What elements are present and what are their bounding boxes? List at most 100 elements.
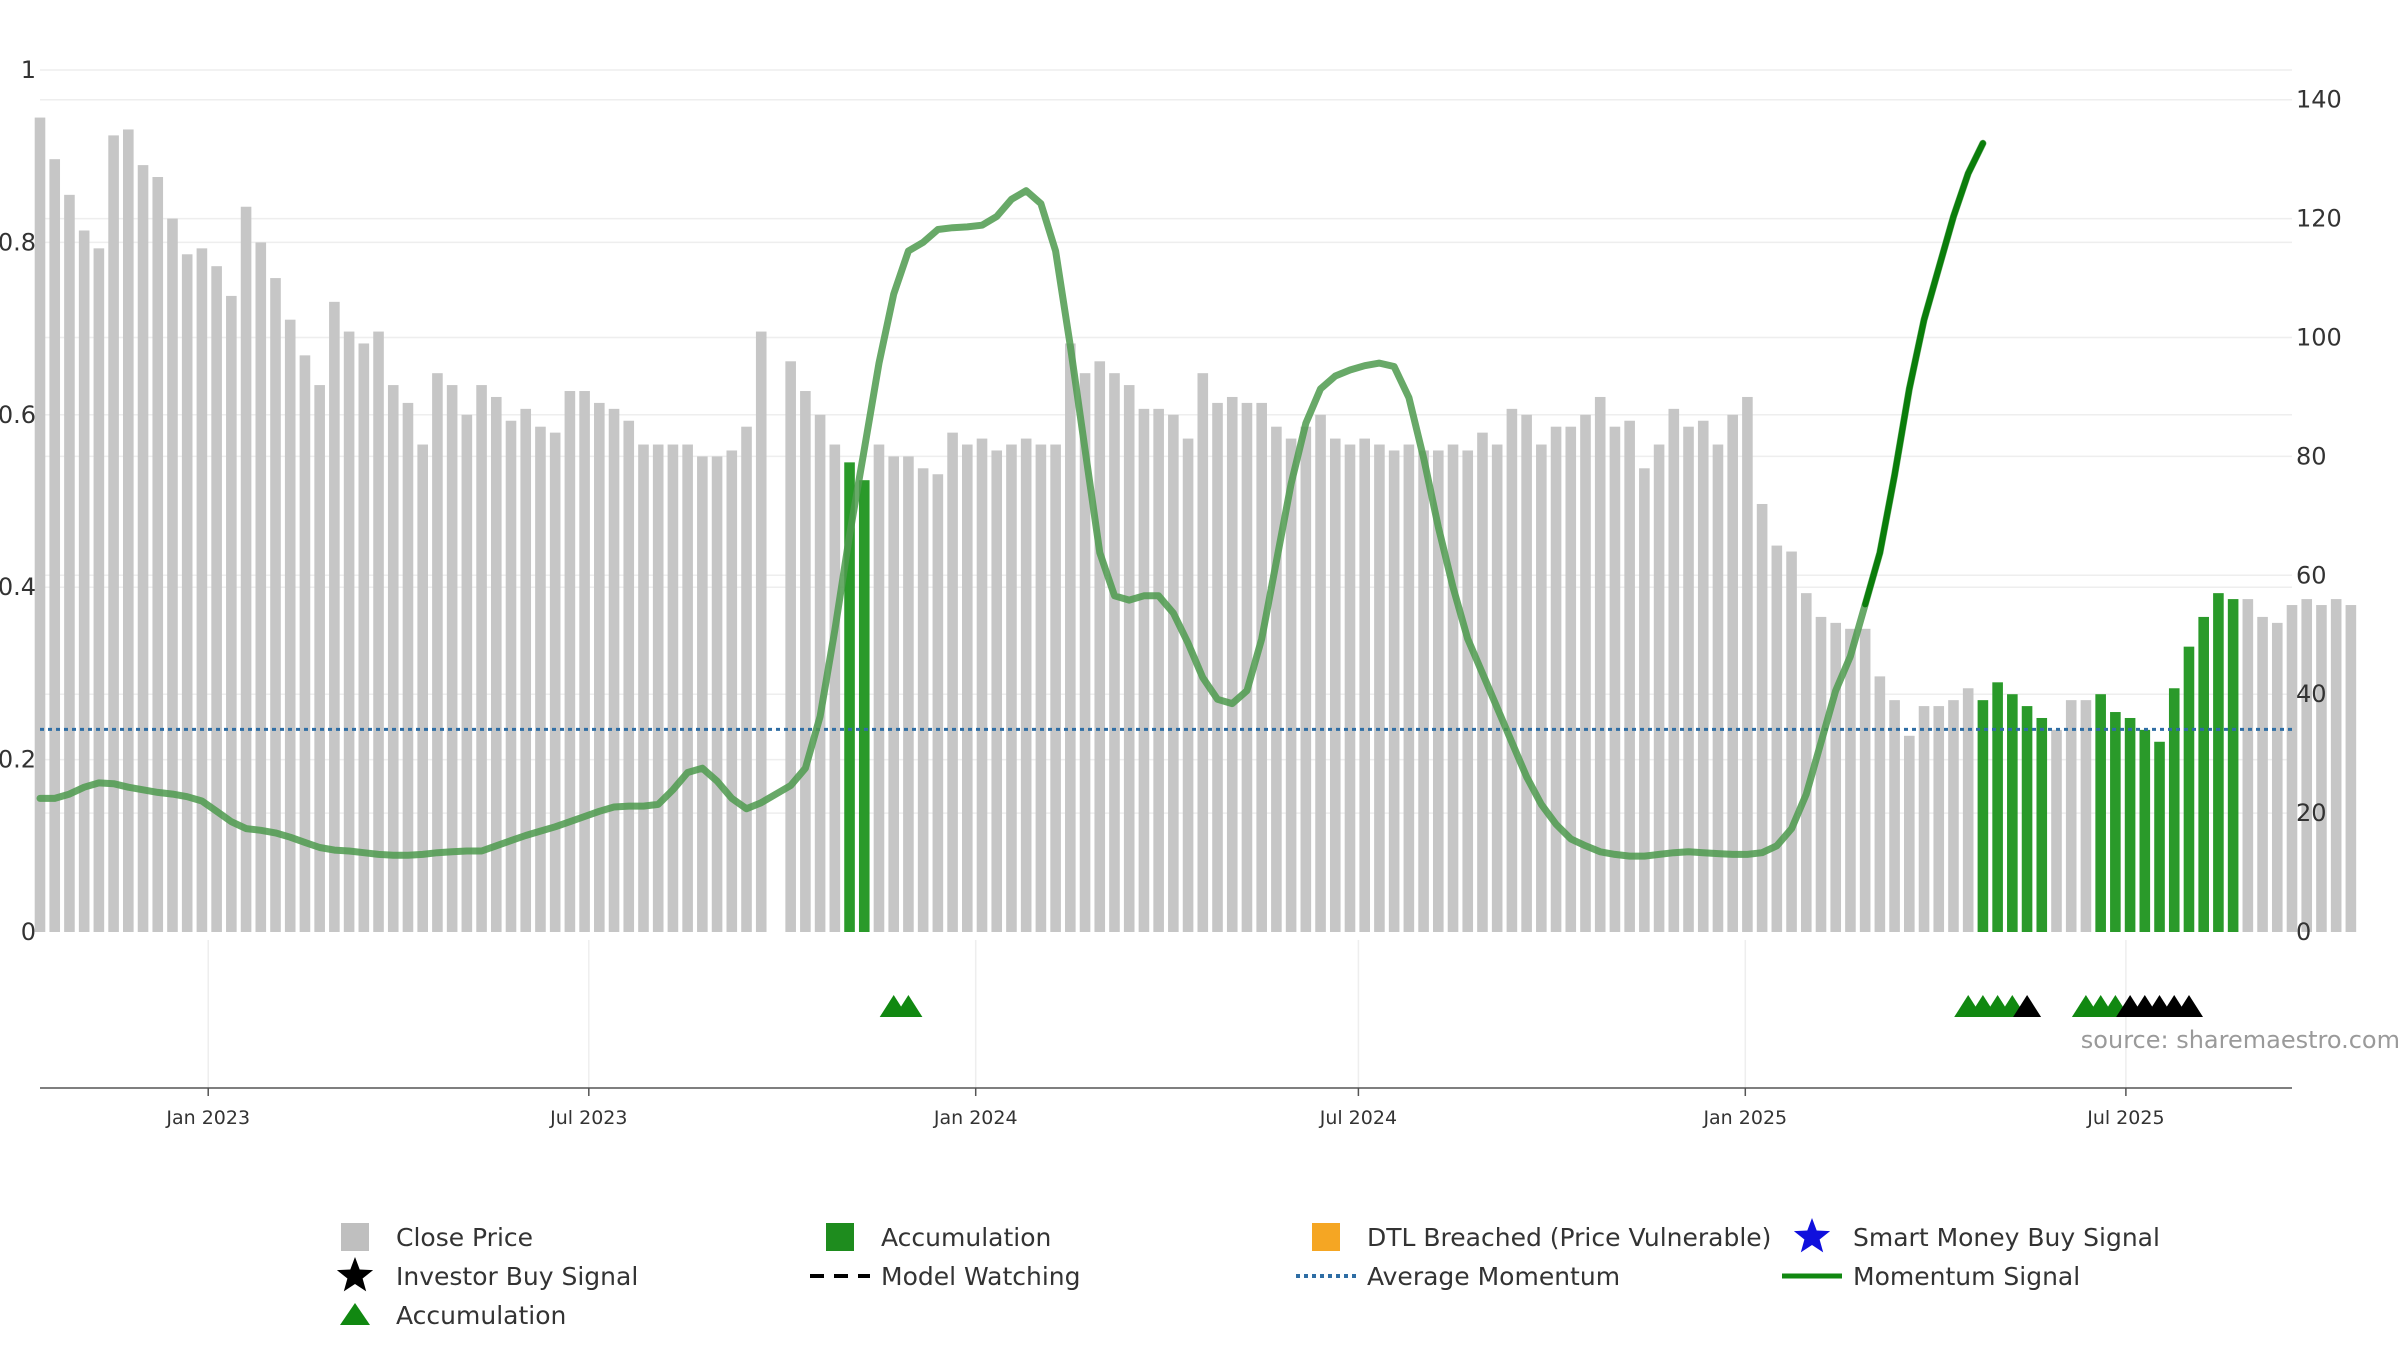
close-price-bar [123,129,134,933]
legend-label: Momentum Signal [1853,1262,2080,1291]
left-axis-tick-label: 0 [21,918,36,946]
close-price-bar [387,385,399,932]
close-price-bar [137,165,149,932]
close-price-bar [608,408,620,932]
close-price-bar [1403,444,1415,932]
close-price-bar [1624,420,1635,932]
right-axis-ticks: 0 20 40 60 80 100 120 140 [2296,86,2342,946]
close-price-bar [947,432,958,932]
close-price-bar [888,456,899,932]
close-price-bar [549,432,561,932]
accumulation-bar [2095,694,2106,932]
close-price-bar [1226,396,1238,932]
left-axis-ticks: 0 0.2 0.4 0.6 0.8 1 [0,56,36,946]
accumulation-bar [844,462,855,932]
close-price-bar [1153,408,1164,932]
close-price-bar [255,242,267,932]
legend-item: Accumulation [340,1301,566,1330]
legend-label: Average Momentum [1367,1262,1620,1291]
close-price-bar [1800,593,1812,932]
legend-square-icon [341,1223,369,1251]
close-price-bar [1271,426,1282,932]
x-axis-tick-label: Jul 2025 [2086,1107,2164,1129]
accumulation-bar [2036,717,2048,932]
investor-buy-signal-marker [2175,995,2203,1017]
close-price-bar [1138,408,1150,932]
close-price-bar [1815,616,1827,932]
close-price-bar [1344,444,1356,932]
close-price-bar [476,385,487,932]
close-price-bar [829,444,841,932]
accumulation-bar [1977,700,1989,932]
close-price-bar [976,438,988,932]
close-price-bar [1933,706,1945,932]
legend-label: Model Watching [881,1262,1081,1291]
right-axis-tick-label: 120 [2296,205,2342,233]
close-price-bar [652,444,664,932]
close-price-bar [446,385,458,932]
close-price-bar [2330,599,2342,932]
close-price-bar [1241,402,1253,932]
close-price-bar [1418,450,1429,932]
legend-label: Smart Money Buy Signal [1853,1223,2160,1252]
close-price-bar [196,248,208,932]
close-price-bar [2286,605,2298,932]
close-price-bar [1447,444,1459,932]
legend-label: Accumulation [396,1301,566,1330]
close-price-bar [64,194,75,933]
close-price-bar [329,301,340,932]
close-price-bar [917,468,929,932]
accumulation-bar [2007,694,2018,932]
accumulation-bar [2154,741,2165,932]
accumulation-bar [2198,616,2209,932]
close-price-bar [1756,503,1768,932]
close-price-bar [181,254,193,932]
close-price-bar [1050,444,1061,932]
close-price-bar [535,426,546,932]
close-price-bar [1182,438,1194,932]
accumulation-bar [2110,712,2121,932]
close-price-bar [1109,373,1120,932]
close-price-bar [1771,545,1783,932]
close-price-bar [932,474,944,932]
close-price-bar [814,414,826,932]
close-price-bar [1594,396,1606,932]
accumulation-bar [2168,688,2180,932]
close-price-bar [1433,450,1444,932]
close-price-bar [1506,408,1518,932]
close-price-bar [1742,396,1753,932]
close-price-bar [1315,414,1326,932]
close-price-bar [697,456,708,932]
close-price-bar [1536,444,1547,932]
x-axis-tick-label: Jan 2023 [165,1107,250,1129]
close-price-bar [2242,599,2254,932]
close-price-bar [2257,616,2268,932]
close-price-bar [240,206,252,933]
close-price-bar [785,361,796,933]
close-price-bar [1094,361,1106,933]
accumulation-bar [858,480,870,932]
close-price-bar [1521,414,1532,932]
investor-buy-signal-marker [2013,995,2042,1017]
accumulation-bar [2139,729,2151,932]
close-price-bar [505,420,517,932]
close-price-bar [1329,438,1341,932]
close-price-bar [402,402,414,932]
close-price-bar [1035,444,1047,932]
close-price-bar [461,414,473,932]
close-price-bar [1359,438,1371,932]
close-price-bar [1668,408,1680,932]
close-price-bar [1904,735,1915,932]
close-price-bar [1462,450,1474,932]
close-price-bar [226,295,237,932]
close-price-bar [1948,700,1959,932]
grid-lines [40,69,2292,1088]
legend-star-icon [1793,1218,1831,1253]
close-price-bar [520,408,532,932]
right-axis-tick-label: 140 [2296,86,2342,114]
close-price-bar [1962,688,1974,932]
legend: Close Price Accumulation DTL Breached (Pri… [336,1218,2160,1330]
momentum-signal-line [36,139,1987,860]
close-price-bar [991,450,1003,932]
